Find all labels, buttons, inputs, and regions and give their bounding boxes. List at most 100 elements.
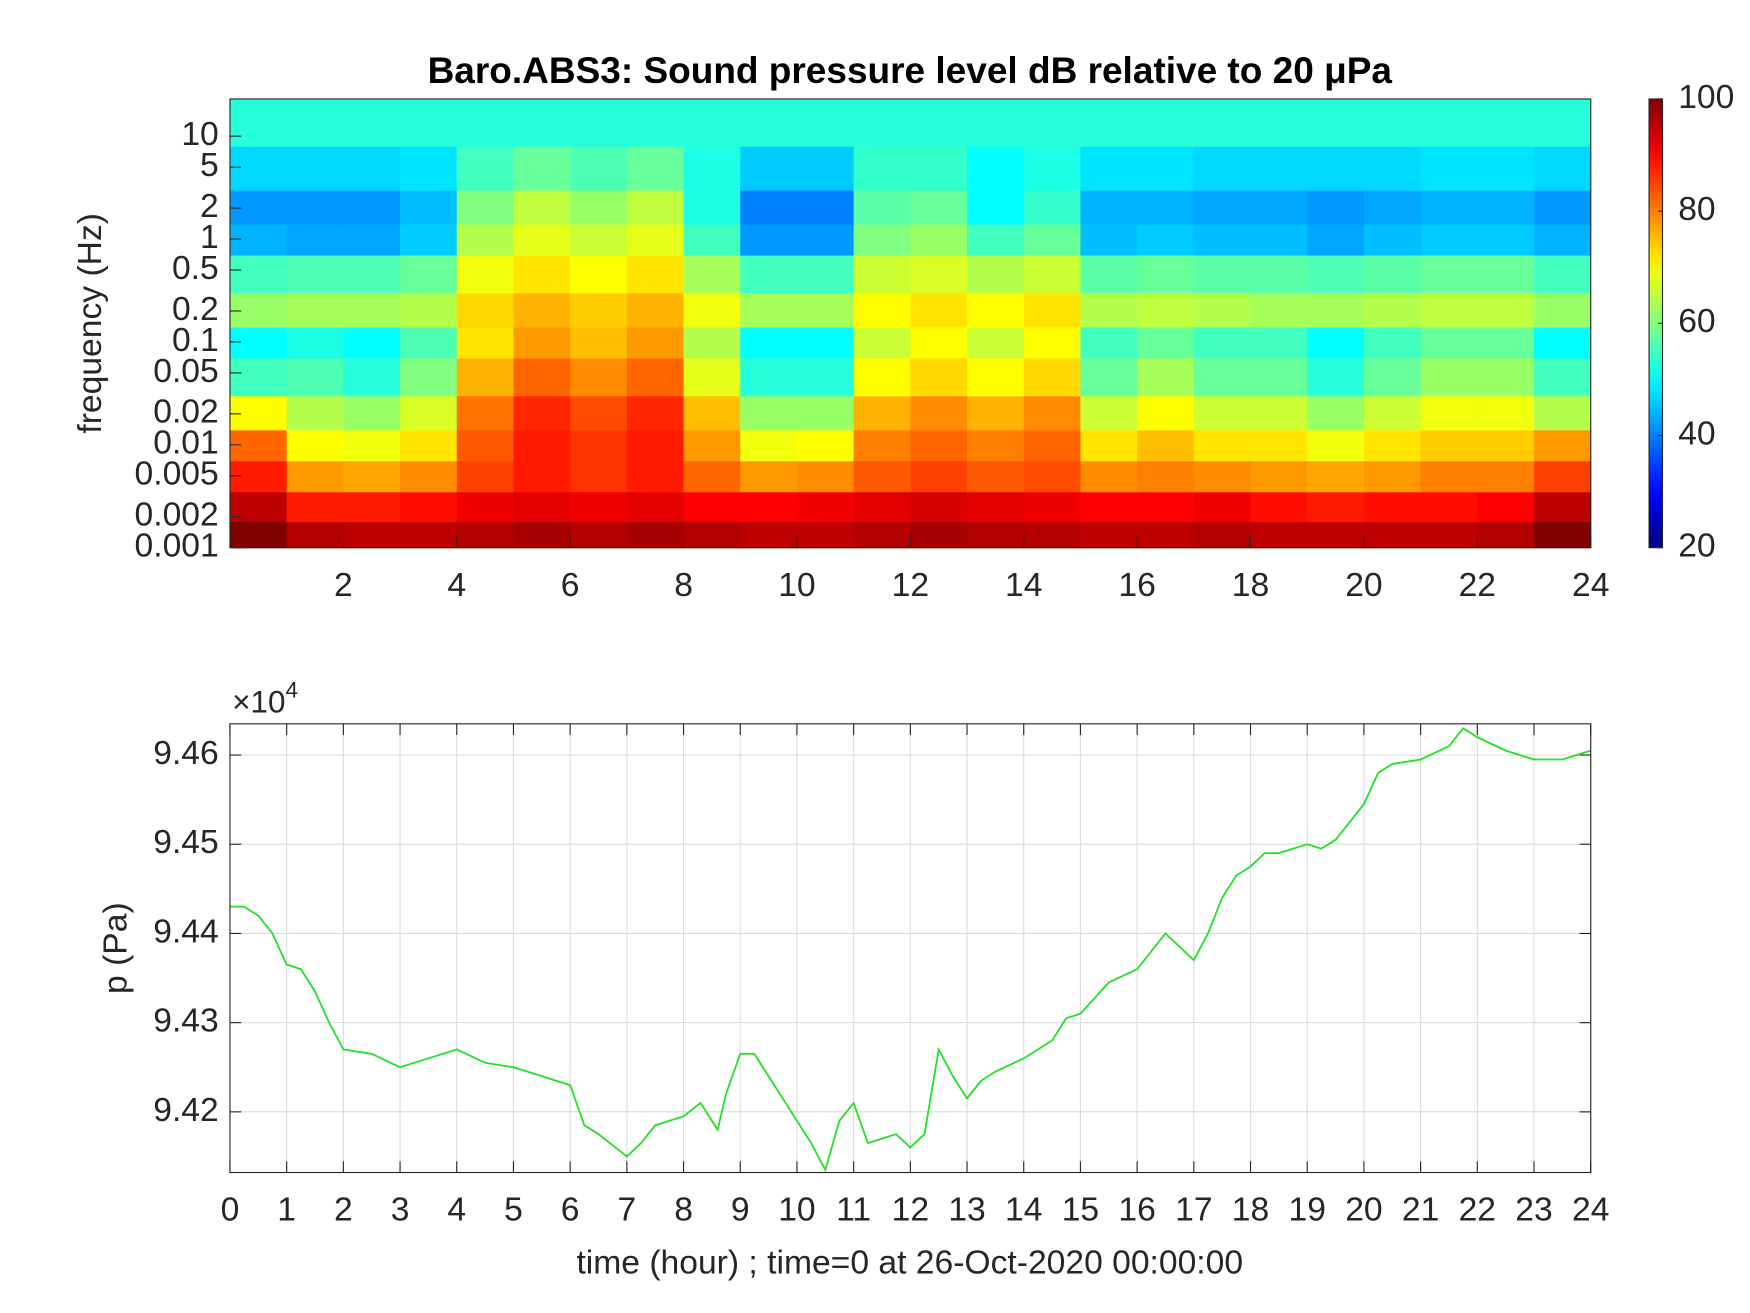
heat-cell xyxy=(1023,189,1081,225)
heat-cell xyxy=(1477,491,1535,522)
heat-cell xyxy=(796,254,855,294)
heat-cell xyxy=(229,491,288,522)
heat-cell xyxy=(286,189,344,225)
heat-cell xyxy=(1363,357,1422,397)
heat-cell xyxy=(626,326,685,359)
x-tick-label: 12 xyxy=(892,1192,929,1229)
heat-cell xyxy=(740,98,798,147)
heat-cell xyxy=(1023,292,1081,328)
colorbar-tick-label: 100 xyxy=(1678,79,1734,116)
heat-cell xyxy=(910,357,968,397)
heat-cell xyxy=(513,189,571,225)
heat-cell xyxy=(513,521,571,549)
heat-cell xyxy=(1080,189,1138,225)
heat-cell xyxy=(967,98,1025,147)
heat-cell xyxy=(910,521,968,549)
heat-cell xyxy=(513,98,571,147)
y-tick-label: 9.43 xyxy=(153,1003,218,1040)
y-tick-label: 1 xyxy=(200,219,219,256)
heat-cell xyxy=(1477,326,1535,359)
y-tick-label: 9.46 xyxy=(153,735,218,772)
heat-cell xyxy=(1193,224,1252,256)
heat-cell xyxy=(400,292,458,328)
heat-cell xyxy=(570,429,628,462)
heat-cell xyxy=(343,189,401,225)
y-tick-label: 9.44 xyxy=(153,913,218,950)
heat-cell xyxy=(1137,189,1195,225)
heat-cell xyxy=(1250,491,1308,522)
heat-cell xyxy=(456,326,515,359)
y-tick-label: 10 xyxy=(181,116,218,153)
heat-cell xyxy=(740,326,798,359)
heat-cell xyxy=(1137,98,1195,147)
heat-cell xyxy=(740,460,798,493)
heat-cell xyxy=(1477,189,1535,225)
heat-cell xyxy=(1307,254,1365,294)
y-tick-label: 5 xyxy=(200,147,219,184)
x-tick-label: 14 xyxy=(1005,1192,1042,1229)
heat-cell xyxy=(910,146,968,191)
heat-cell xyxy=(683,460,741,493)
heat-cell xyxy=(683,491,741,522)
heat-cell xyxy=(513,491,571,522)
heat-cell xyxy=(343,254,401,294)
heat-cell xyxy=(740,189,798,225)
x-tick-label: 11 xyxy=(836,1192,871,1229)
heat-cell xyxy=(343,429,401,462)
heat-cell xyxy=(683,189,741,225)
heat-cell xyxy=(400,146,458,191)
heat-cell xyxy=(570,326,628,359)
heat-cell xyxy=(1023,224,1081,256)
heat-cell xyxy=(1193,254,1252,294)
heat-cell xyxy=(400,521,458,549)
heat-cell xyxy=(626,357,685,397)
heat-cell xyxy=(229,395,288,431)
heat-cell xyxy=(1534,254,1592,294)
heat-cell xyxy=(626,146,685,191)
heat-cell xyxy=(1534,460,1592,493)
heat-cell xyxy=(796,224,855,256)
x-tick-label: 8 xyxy=(674,567,693,604)
heat-cell xyxy=(1307,224,1365,256)
x-tick-label: 24 xyxy=(1572,1192,1609,1229)
heat-cell xyxy=(683,146,741,191)
heat-cell xyxy=(796,292,855,328)
y-tick-label: 0.002 xyxy=(135,497,219,534)
heat-cell xyxy=(1137,491,1195,522)
heat-cell xyxy=(1420,189,1478,225)
heat-cell xyxy=(1080,395,1138,431)
heat-cell xyxy=(1363,98,1422,147)
heat-cell xyxy=(1307,491,1365,522)
y-tick-label: 0.02 xyxy=(153,394,218,431)
heat-cell xyxy=(1137,292,1195,328)
heat-cell xyxy=(1363,326,1422,359)
x-tick-label: 18 xyxy=(1232,1192,1269,1229)
heat-cell xyxy=(1080,292,1138,328)
y-axis-label: p (Pa) xyxy=(98,902,135,994)
heat-cell xyxy=(683,357,741,397)
heat-cell xyxy=(1137,460,1195,493)
heat-cell xyxy=(229,292,288,328)
heat-cell xyxy=(910,254,968,294)
heat-cell xyxy=(910,292,968,328)
heat-cell xyxy=(286,395,344,431)
heat-cell xyxy=(286,521,344,549)
heat-cell xyxy=(626,491,685,522)
x-tick-label: 5 xyxy=(504,1192,523,1229)
heat-cell xyxy=(1250,326,1308,359)
heat-cell xyxy=(1420,146,1478,191)
heat-cell xyxy=(1420,491,1478,522)
heat-cell xyxy=(1307,326,1365,359)
heat-cell xyxy=(1477,395,1535,431)
heat-cell xyxy=(513,460,571,493)
x-tick-label: 16 xyxy=(1118,1192,1155,1229)
heat-cell xyxy=(1307,395,1365,431)
x-tick-label: 7 xyxy=(617,1192,636,1229)
axes-box xyxy=(229,723,1592,1174)
heat-cell xyxy=(626,189,685,225)
heat-cell xyxy=(1420,395,1478,431)
x-tick-label: 4 xyxy=(447,567,466,604)
heat-cell xyxy=(1080,521,1138,549)
heat-cell xyxy=(286,460,344,493)
heat-cell xyxy=(740,292,798,328)
